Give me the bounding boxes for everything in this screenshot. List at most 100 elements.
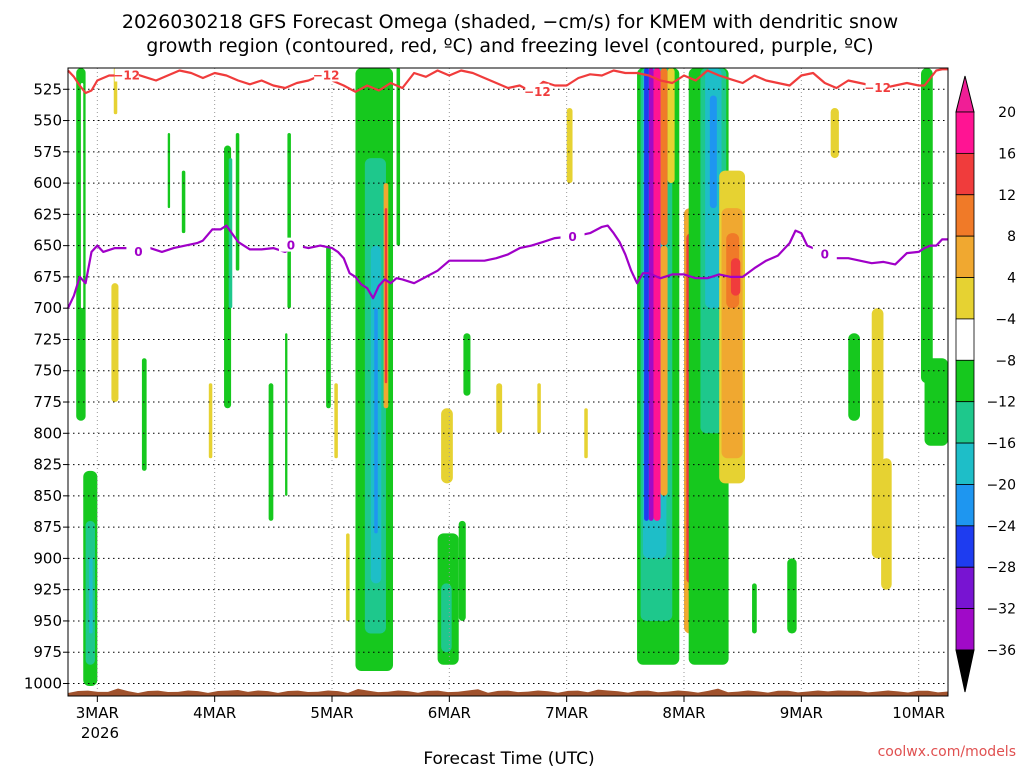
omega-cell-7 [141, 358, 147, 471]
omega-cell-10 [208, 383, 213, 459]
omega-cell-42 [660, 68, 668, 246]
freezing-level-contour-label-bg-2 [560, 228, 585, 243]
colorbar-swatch-6 [955, 359, 975, 403]
xtick-label-9MAR: 9MAR [780, 704, 823, 722]
omega-cell-25 [384, 208, 388, 384]
dgz-minus12-contour-label-1: −12 [313, 69, 340, 83]
chart-title-line-2: growth region (contoured, red, ºC) and f… [146, 35, 873, 57]
colorbar-swatch-4 [955, 277, 975, 320]
ytick-label-675: 675 [33, 268, 62, 286]
colorbar-bottom-arrow [955, 649, 975, 693]
x-axis-title: Forecast Time (UTC) [423, 749, 594, 768]
ytick-label-625: 625 [33, 205, 62, 223]
xtick-label-8MAR: 8MAR [662, 704, 705, 722]
omega-cell-33 [537, 383, 541, 434]
omega-cell-15 [285, 333, 288, 496]
omega-cell-13 [235, 133, 240, 271]
freezing-level-contour-label-bg-3 [812, 246, 837, 261]
dgz-minus12-contour-label-bg-0 [114, 67, 139, 82]
ytick-label-525: 525 [33, 80, 62, 98]
omega-cell-31 [463, 333, 471, 396]
colorbar-label-7: −12 [986, 395, 1016, 411]
ytick-label-925: 925 [33, 581, 62, 599]
ytick-label-950: 950 [33, 612, 62, 630]
ytick-label-975: 975 [33, 643, 62, 661]
colorbar: 20 16 12 8 4 −4 −8 −12 −16 −20 −24 −28 −32 −36 [955, 75, 1016, 693]
freezing-level-contour-label-3: 0 [821, 247, 829, 261]
omega-cell-32 [496, 383, 503, 434]
ytick-label-750: 750 [33, 362, 62, 380]
credit-link[interactable]: coolwx.com/models [878, 744, 1016, 760]
omega-cell-4 [89, 558, 93, 634]
colorbar-swatch-1 [955, 152, 975, 196]
omega-cell-56 [752, 583, 757, 634]
freezing-level-contour-label-0: 0 [134, 245, 142, 259]
terrain-surface [68, 688, 948, 696]
gridlines [68, 68, 948, 696]
xtick-label-5MAR: 5MAR [310, 704, 353, 722]
freezing-level-contour-label-bg-0 [126, 243, 151, 258]
omega-cell-63 [924, 358, 948, 446]
xtick-label-4MAR: 4MAR [193, 704, 236, 722]
xtick-label-10MAR: 10MAR [892, 704, 945, 722]
omega-cell-1 [80, 83, 84, 309]
omega-cell-16 [287, 133, 291, 309]
dgz-minus12-contour-label-0: −12 [113, 69, 140, 83]
colorbar-swatch-3 [955, 235, 975, 278]
colorbar-swatch-10 [955, 525, 975, 568]
colorbar-swatch-5 [955, 318, 975, 361]
omega-cell-9 [181, 170, 186, 234]
terrain-strip [68, 688, 948, 696]
omega-cell-14 [268, 383, 274, 521]
omega-cell-23 [374, 308, 378, 534]
xtick-label-3MAR: 3MAR [76, 704, 119, 722]
colorbar-label-6: −8 [995, 353, 1016, 369]
omega-cell-29 [441, 583, 452, 653]
omega-cell-35 [584, 408, 588, 459]
chart-title-line-1: 2026030218 GFS Forecast Omega (shaded, −… [122, 11, 898, 33]
ytick-label-650: 650 [33, 237, 62, 255]
omega-cell-58 [830, 108, 839, 159]
colorbar-label-5: −4 [995, 312, 1016, 328]
omega-cell-57 [787, 558, 797, 634]
omega-shading-layer [76, 68, 948, 686]
ytick-label-550: 550 [33, 112, 62, 130]
omega-cell-5 [111, 283, 119, 403]
dgz-minus12-contour-label-2: −12 [524, 85, 551, 99]
ytick-label-800: 800 [33, 424, 62, 442]
ytick-label-775: 775 [33, 393, 62, 411]
colorbar-label-10: −24 [986, 519, 1016, 535]
dgz-minus12-contour-label-bg-3 [865, 80, 890, 95]
freezing-level-contour-label-bg-1 [278, 237, 303, 252]
omega-cell-44 [667, 68, 675, 184]
colorbar-swatch-7 [955, 401, 975, 444]
ytick-label-875: 875 [33, 518, 62, 536]
colorbar-label-9: −20 [986, 477, 1016, 493]
xtick-label-6MAR: 6MAR [428, 704, 471, 722]
colorbar-label-1: 16 [998, 146, 1016, 162]
omega-cell-27 [441, 408, 453, 484]
plot-background [68, 68, 948, 696]
omega-cell-59 [848, 333, 860, 421]
ytick-label-725: 725 [33, 330, 62, 348]
colorbar-top-arrow [955, 75, 975, 113]
colorbar-swatch-2 [955, 194, 975, 237]
freezing-level-contour [67, 224, 948, 309]
omega-cell-18 [334, 383, 338, 459]
omega-cell-17 [326, 245, 331, 409]
colorbar-label-12: −32 [986, 602, 1016, 618]
dgz-minus12-contour [67, 68, 948, 95]
colorbar-label-4: 4 [1007, 271, 1016, 287]
dgz-minus12-contour-label-3: −12 [864, 81, 891, 95]
ytick-label-1000: 1000 [24, 674, 62, 692]
omega-cell-40 [648, 68, 654, 521]
plot-frame [67, 67, 949, 697]
omega-cell-39 [644, 68, 649, 521]
omega-cell-41 [653, 68, 661, 521]
colorbar-label-0: 20 [998, 105, 1016, 121]
x-axis-ticks: 3MAR 4MAR 5MAR 6MAR 7MAR 8MAR 9MAR 10MAR [76, 696, 945, 722]
omega-cell-19 [346, 533, 350, 621]
colorbar-label-8: −16 [986, 436, 1016, 452]
colorbar-swatch-12 [955, 608, 975, 651]
